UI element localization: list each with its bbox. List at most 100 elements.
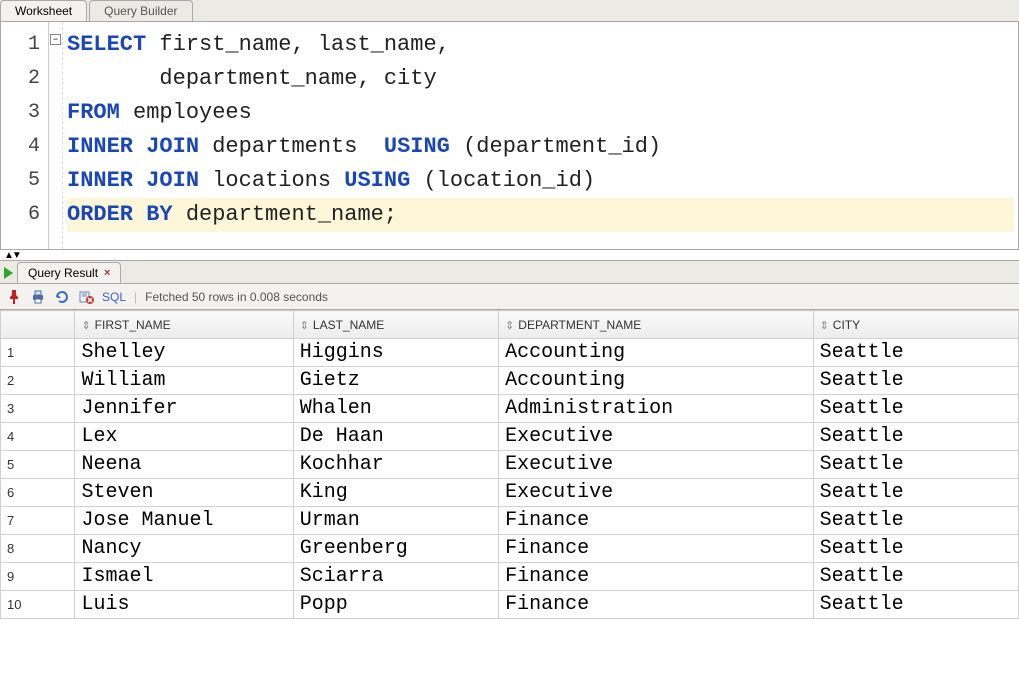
cell-first-name[interactable]: Jennifer: [75, 395, 293, 423]
text-token: department_name;: [173, 202, 397, 227]
pane-splitter[interactable]: ▲▼: [0, 250, 1019, 260]
row-number: 9: [1, 563, 75, 591]
keyword-token: SELECT: [67, 32, 146, 57]
keyword-token: JOIN: [146, 134, 199, 159]
table-row[interactable]: 9IsmaelSciarraFinanceSeattle: [1, 563, 1019, 591]
table-row[interactable]: 4LexDe HaanExecutiveSeattle: [1, 423, 1019, 451]
col-header-first-name[interactable]: ⇕FIRST_NAME: [75, 311, 293, 339]
cell-last-name[interactable]: De Haan: [293, 423, 498, 451]
cell-department-name[interactable]: Executive: [499, 479, 814, 507]
col-label: DEPARTMENT_NAME: [518, 318, 641, 332]
fetch-status: Fetched 50 rows in 0.008 seconds: [145, 290, 328, 304]
cell-first-name[interactable]: Ismael: [75, 563, 293, 591]
code-area[interactable]: SELECT first_name, last_name, department…: [63, 22, 1018, 249]
tab-query-result[interactable]: Query Result ×: [17, 262, 121, 283]
cell-first-name[interactable]: Jose Manuel: [75, 507, 293, 535]
cell-last-name[interactable]: Whalen: [293, 395, 498, 423]
sort-icon: ⇕: [81, 320, 90, 332]
print-icon[interactable]: [30, 289, 46, 305]
sql-editor[interactable]: 123456 − SELECT first_name, last_name, d…: [0, 22, 1019, 250]
table-row[interactable]: 7Jose ManuelUrmanFinanceSeattle: [1, 507, 1019, 535]
text-token: first_name, last_name,: [146, 32, 450, 57]
cell-department-name[interactable]: Accounting: [499, 367, 814, 395]
delete-icon[interactable]: [78, 289, 94, 305]
line-number-gutter: 123456: [1, 22, 49, 249]
cell-last-name[interactable]: Greenberg: [293, 535, 498, 563]
cell-first-name[interactable]: William: [75, 367, 293, 395]
cell-last-name[interactable]: Popp: [293, 591, 498, 619]
table-row[interactable]: 5NeenaKochharExecutiveSeattle: [1, 451, 1019, 479]
code-line[interactable]: INNER JOIN departments USING (department…: [67, 130, 1014, 164]
close-icon[interactable]: ×: [104, 267, 110, 279]
cell-city[interactable]: Seattle: [813, 339, 1018, 367]
line-number: 4: [1, 130, 48, 164]
cell-first-name[interactable]: Lex: [75, 423, 293, 451]
cell-department-name[interactable]: Executive: [499, 451, 814, 479]
code-line[interactable]: INNER JOIN locations USING (location_id): [67, 164, 1014, 198]
cell-city[interactable]: Seattle: [813, 535, 1018, 563]
code-line[interactable]: FROM employees: [67, 96, 1014, 130]
results-grid[interactable]: ⇕FIRST_NAME ⇕LAST_NAME ⇕DEPARTMENT_NAME …: [0, 310, 1019, 619]
code-line[interactable]: SELECT first_name, last_name,: [67, 28, 1014, 62]
cell-last-name[interactable]: Gietz: [293, 367, 498, 395]
keyword-token: USING: [384, 134, 450, 159]
cell-last-name[interactable]: Sciarra: [293, 563, 498, 591]
pin-icon[interactable]: [6, 289, 22, 305]
tab-worksheet[interactable]: Worksheet: [0, 0, 87, 21]
cell-first-name[interactable]: Nancy: [75, 535, 293, 563]
cell-city[interactable]: Seattle: [813, 479, 1018, 507]
col-header-last-name[interactable]: ⇕ LAST_NAME: [293, 311, 498, 339]
cell-city[interactable]: Seattle: [813, 563, 1018, 591]
col-label: CITY: [833, 318, 860, 332]
splitter-handle-icon: ▲▼: [4, 250, 20, 261]
fold-toggle-icon[interactable]: −: [50, 34, 61, 45]
row-number: 3: [1, 395, 75, 423]
cell-city[interactable]: Seattle: [813, 507, 1018, 535]
line-number: 5: [1, 164, 48, 198]
fold-gutter: −: [49, 22, 63, 249]
table-row[interactable]: 6StevenKingExecutiveSeattle: [1, 479, 1019, 507]
code-line[interactable]: ORDER BY department_name;: [67, 198, 1014, 232]
table-row[interactable]: 8NancyGreenbergFinanceSeattle: [1, 535, 1019, 563]
cell-last-name[interactable]: King: [293, 479, 498, 507]
cell-city[interactable]: Seattle: [813, 451, 1018, 479]
cell-first-name[interactable]: Neena: [75, 451, 293, 479]
table-row[interactable]: 3JenniferWhalenAdministrationSeattle: [1, 395, 1019, 423]
run-indicator-icon: [4, 267, 13, 279]
cell-department-name[interactable]: Finance: [499, 507, 814, 535]
text-token: department_name, city: [67, 66, 437, 91]
cell-city[interactable]: Seattle: [813, 423, 1018, 451]
grid-header-row: ⇕FIRST_NAME ⇕LAST_NAME ⇕DEPARTMENT_NAME …: [1, 311, 1019, 339]
code-line[interactable]: department_name, city: [67, 62, 1014, 96]
row-number: 6: [1, 479, 75, 507]
text-token: [133, 202, 146, 227]
sort-icon: ⇕: [505, 320, 514, 332]
cell-first-name[interactable]: Steven: [75, 479, 293, 507]
refresh-icon[interactable]: [54, 289, 70, 305]
col-header-department-name[interactable]: ⇕ DEPARTMENT_NAME: [499, 311, 814, 339]
cell-first-name[interactable]: Shelley: [75, 339, 293, 367]
tab-query-builder[interactable]: Query Builder: [89, 0, 192, 21]
cell-first-name[interactable]: Luis: [75, 591, 293, 619]
col-header-city[interactable]: ⇕CITY: [813, 311, 1018, 339]
table-row[interactable]: 1ShelleyHigginsAccountingSeattle: [1, 339, 1019, 367]
col-label: LAST_NAME: [313, 318, 384, 332]
cell-last-name[interactable]: Higgins: [293, 339, 498, 367]
cell-city[interactable]: Seattle: [813, 395, 1018, 423]
editor-tab-bar: Worksheet Query Builder: [0, 0, 1019, 22]
sort-icon: ⇕: [300, 320, 309, 332]
result-toolbar: SQL | Fetched 50 rows in 0.008 seconds: [0, 284, 1019, 310]
cell-department-name[interactable]: Finance: [499, 535, 814, 563]
cell-city[interactable]: Seattle: [813, 591, 1018, 619]
cell-department-name[interactable]: Administration: [499, 395, 814, 423]
cell-department-name[interactable]: Accounting: [499, 339, 814, 367]
cell-city[interactable]: Seattle: [813, 367, 1018, 395]
cell-department-name[interactable]: Executive: [499, 423, 814, 451]
cell-last-name[interactable]: Kochhar: [293, 451, 498, 479]
table-row[interactable]: 10LuisPoppFinanceSeattle: [1, 591, 1019, 619]
sql-link[interactable]: SQL: [102, 290, 126, 304]
cell-department-name[interactable]: Finance: [499, 563, 814, 591]
cell-last-name[interactable]: Urman: [293, 507, 498, 535]
table-row[interactable]: 2WilliamGietzAccountingSeattle: [1, 367, 1019, 395]
cell-department-name[interactable]: Finance: [499, 591, 814, 619]
